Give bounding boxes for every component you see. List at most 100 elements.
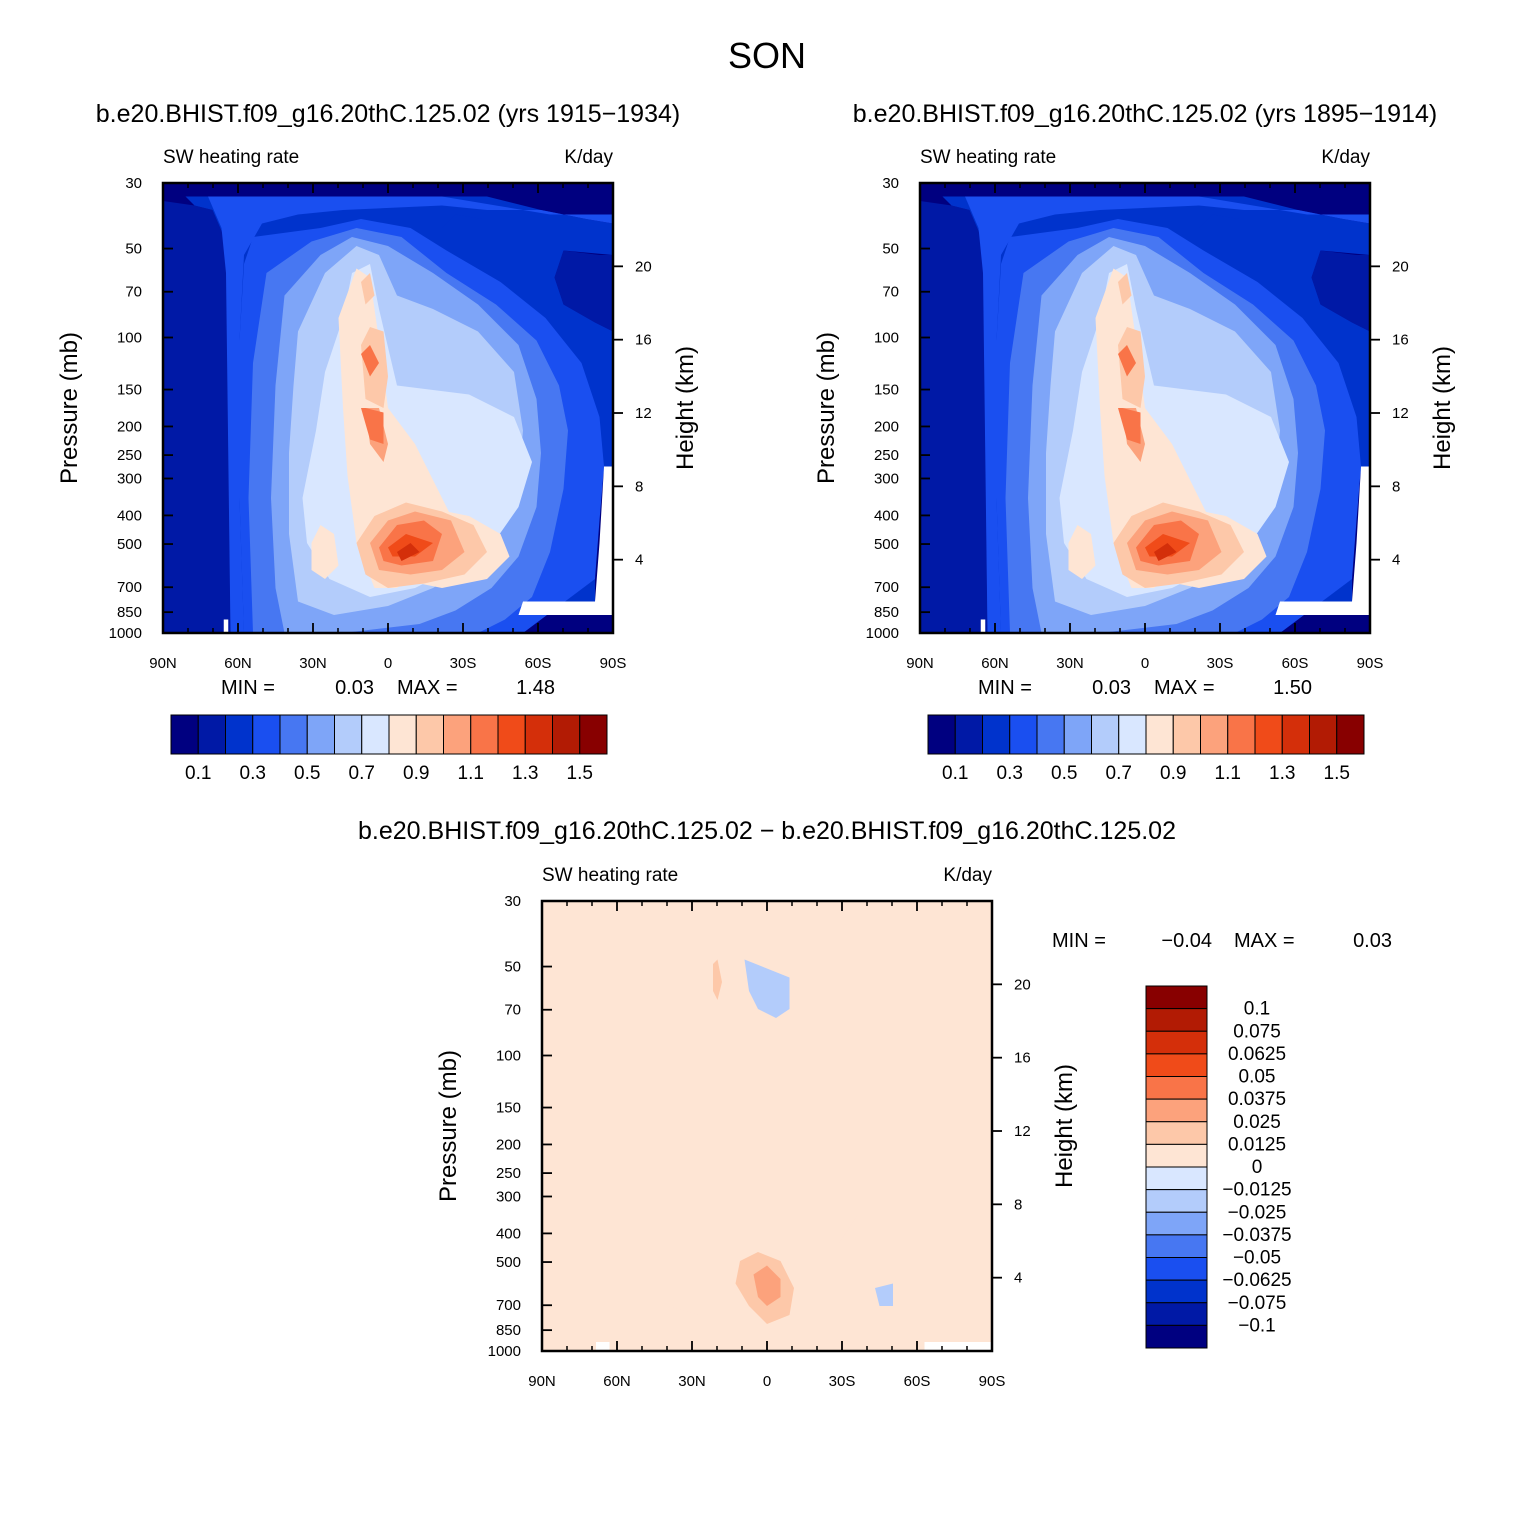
panel-a-ytick-label-3: 100 [117, 330, 142, 347]
panel-b-colorbar-box-8 [1145, 714, 1174, 755]
panel-c-ytick-label-1: 50 [504, 959, 521, 976]
panel-a-contour-11 [311, 525, 339, 579]
panel-a-colorbar-box-9 [415, 714, 444, 755]
panel-c-ztick-label-1: 16 [1014, 1050, 1031, 1067]
panel-b-colorbar-box-9 [1172, 714, 1201, 755]
panel-b-xtick-label-3: 0 [1141, 655, 1149, 672]
panel-b-ztick-label-4: 4 [1392, 552, 1400, 569]
panel-c-colorbar-label-1: 0.075 [1233, 1021, 1281, 1042]
panel-c-ytick-label-9: 500 [496, 1254, 521, 1271]
panel-a-missing-0 [518, 466, 613, 615]
panel-b-colorbar-label-3: 0.7 [1106, 763, 1132, 784]
panel-b-ytick-label-1: 50 [882, 241, 899, 258]
panel-a-ytick-label-5: 200 [117, 418, 142, 435]
panel-b-colorbar-box-1 [954, 714, 983, 755]
panel-c-contour-9 [875, 1283, 893, 1306]
panel-a-xtick-label-5: 60S [525, 655, 552, 672]
panel-b-colorbar-box-13 [1281, 714, 1310, 755]
panel-c-colorbar: 0.10.0750.06250.050.03750.0250.01250−0.0… [1145, 985, 1292, 1349]
panel-a-ytick-label-11: 850 [117, 604, 142, 621]
panel-b-ylabel-right: Height (km) [1429, 346, 1456, 470]
panel-a-colorbar-box-1 [197, 714, 226, 755]
panel-c-colorbar-label-3: 0.05 [1239, 1067, 1276, 1088]
panel-c-units: K/day [943, 865, 992, 886]
panel-a-colorbar-box-11 [470, 714, 499, 755]
panel-a-ylabel-right: Height (km) [672, 346, 699, 470]
panel-b-ylabel-left: Pressure (mb) [813, 332, 840, 484]
panel-a-contour-3 [442, 214, 483, 242]
panel-b-ytick-label-10: 700 [874, 579, 899, 596]
panel-c-xtick-label-2: 30N [678, 1373, 706, 1390]
panel-c-colorbar-box-5 [1145, 1098, 1208, 1123]
panel-b-xtick-label-6: 90S [1357, 655, 1384, 672]
panel-c-xtick-label-3: 0 [763, 1373, 771, 1390]
panel-c-ztick-label-4: 4 [1014, 1270, 1022, 1287]
panel-b-colorbar-box-4 [1036, 714, 1065, 755]
panel-b-colorbar-label-0: 0.1 [942, 763, 968, 784]
panel-b-missing-1 [980, 619, 986, 633]
panel-a-colorbar-label-3: 0.7 [349, 763, 375, 784]
panel-a-colorbar-box-8 [388, 714, 417, 755]
panel-b-min-value: 0.03 [1092, 677, 1131, 699]
panel-a-min-value: 0.03 [335, 677, 374, 699]
panel-a-missing-1 [223, 619, 229, 633]
panel-a-colorbar-label-4: 0.9 [403, 763, 429, 784]
panel-c-colorbar-label-11: −0.05 [1233, 1248, 1281, 1269]
panel-a-plot: 90N 60N 30N 0 30S 60S 90S 30 50 70 100 150 200 250 300… [56, 175, 699, 672]
panel-a-contour-20 [361, 345, 379, 377]
panel-b-contour-22 [1154, 543, 1177, 561]
panel-b-colorbar-box-15 [1336, 714, 1365, 755]
panel-b-ytick-label-2: 70 [882, 284, 899, 301]
panel-c-ylabel-left: Pressure (mb) [435, 1050, 462, 1202]
panel-b-colorbar-box-5 [1063, 714, 1092, 755]
season-title: SON [728, 35, 806, 76]
panel-c-max-label: MAX = [1234, 930, 1295, 952]
panel-a-ytick-label-7: 300 [117, 470, 142, 487]
panel-b-min-label: MIN = [978, 677, 1032, 699]
panel-c-colorbar-box-2 [1145, 1030, 1208, 1055]
panel-b-colorbar: 0.1 0.3 0.5 0.7 0.9 1.1 1.3 1.5 [927, 714, 1365, 784]
panel-a-colorbar-box-7 [361, 714, 390, 755]
panel-c-field [542, 901, 992, 1351]
panel-b-contours [920, 196, 1370, 633]
panel-a-ytick-label-8: 400 [117, 507, 142, 524]
panel-a-ztick-label-0: 20 [635, 258, 652, 275]
panel-b-contour-15 [1118, 273, 1132, 305]
panel-c-contour-7 [753, 1265, 781, 1306]
panel-b-colorbar-box-6 [1091, 714, 1120, 755]
panel-b-colorbar-box-12 [1254, 714, 1283, 755]
panel-a-ytick-label-4: 150 [117, 382, 142, 399]
panel-c-colorbar-box-8 [1145, 1166, 1208, 1191]
panel-c-run-title: b.e20.BHIST.f09_g16.20thC.125.02 − b.e20… [358, 817, 1176, 845]
panel-c-colorbar-label-14: −0.1 [1238, 1315, 1276, 1336]
panel-a-colorbar-box-6 [334, 714, 363, 755]
panel-c-ytick-label-5: 200 [496, 1136, 521, 1153]
panel-c-ytick-label-11: 850 [496, 1322, 521, 1339]
panel-c-colorbar-box-14 [1145, 1302, 1208, 1326]
panel-b-field [920, 183, 1370, 633]
panel-c-ytick-label-8: 400 [496, 1225, 521, 1242]
panel-c-missing-1 [596, 1342, 610, 1351]
panel-c-colorbar-label-6: 0.0125 [1228, 1134, 1286, 1155]
panel-b-variable: SW heating rate [920, 147, 1056, 168]
panel-c-ytick-label-2: 70 [504, 1002, 521, 1019]
panel-b-contour-0 [920, 201, 988, 633]
panel-b-ytick-label-4: 150 [874, 382, 899, 399]
panel-a-contour-1 [554, 250, 613, 332]
panel-c-colorbar-box-10 [1145, 1211, 1208, 1236]
panel-a-colorbar-label-5: 1.1 [458, 763, 484, 784]
panel-a-ytick-label-10: 700 [117, 579, 142, 596]
panel-a-colorbar-box-4 [279, 714, 308, 755]
panel-c-ytick-label-6: 250 [496, 1165, 521, 1182]
panel-a-colorbar-label-1: 0.3 [240, 763, 266, 784]
panel-a-contour-19 [361, 408, 384, 444]
panel-a-ytick-label-6: 250 [117, 447, 142, 464]
panel-c-colorbar-label-13: −0.075 [1228, 1293, 1287, 1314]
panel-c-ytick-label-10: 700 [496, 1297, 521, 1314]
panel-a-ztick-label-3: 8 [635, 478, 643, 495]
panel-a-field [163, 183, 613, 633]
panel-a-run-title: b.e20.BHIST.f09_g16.20thC.125.02 (yrs 19… [96, 100, 680, 128]
panel-b-run-title: b.e20.BHIST.f09_g16.20thC.125.02 (yrs 18… [853, 100, 1437, 128]
panel-b-contour-19 [1118, 408, 1141, 444]
panel-c-ytick-label-0: 30 [504, 893, 521, 910]
